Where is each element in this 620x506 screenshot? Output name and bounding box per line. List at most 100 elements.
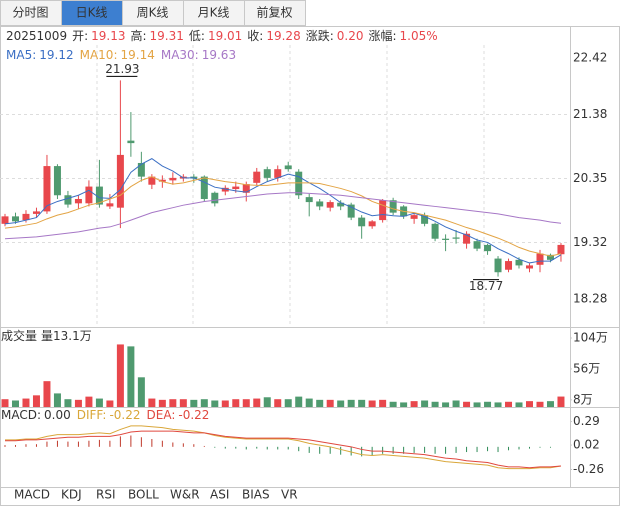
candle-body bbox=[515, 259, 523, 266]
volume-bar bbox=[64, 399, 72, 407]
candle-body bbox=[274, 169, 282, 178]
tab-bg bbox=[244, 0, 306, 26]
volume-bar bbox=[494, 402, 502, 407]
volume-bar bbox=[379, 399, 387, 407]
candle-body bbox=[137, 162, 145, 177]
volume-title: 成交量 量13.1万 bbox=[1, 328, 92, 343]
candle-body bbox=[284, 165, 292, 170]
tab[interactable]: 日K线 bbox=[61, 0, 123, 26]
candle-body bbox=[116, 154, 124, 208]
candle-body bbox=[557, 244, 565, 255]
text-part: 19.28 bbox=[266, 29, 300, 43]
candle-body bbox=[263, 169, 271, 178]
indicator-tab[interactable]: RSI bbox=[96, 488, 116, 502]
tab[interactable]: 分时图 bbox=[0, 0, 62, 26]
volume-bar bbox=[106, 400, 114, 407]
volume-bar bbox=[158, 399, 166, 407]
volume-bar bbox=[389, 401, 397, 407]
candle-body bbox=[494, 258, 502, 273]
candle-body bbox=[211, 192, 219, 204]
volume-bar bbox=[127, 346, 135, 407]
volume-bar bbox=[368, 400, 376, 407]
volume-bar bbox=[11, 400, 19, 407]
candle-body bbox=[85, 186, 93, 204]
volume-bar bbox=[452, 400, 460, 407]
candle-body bbox=[74, 198, 82, 204]
y-tick-label: 0.29 bbox=[573, 414, 600, 428]
y-tick-label: 22.42 bbox=[573, 51, 607, 65]
text-part: 19.12 bbox=[39, 48, 73, 62]
indicator-tab[interactable]: KDJ bbox=[61, 488, 82, 502]
candle-body bbox=[32, 211, 40, 214]
candle-body bbox=[53, 166, 61, 196]
volume-bar bbox=[169, 399, 177, 407]
candle-body bbox=[526, 265, 533, 269]
candle-body bbox=[536, 253, 544, 265]
tab-label: 前复权 bbox=[256, 5, 292, 20]
volume-bar bbox=[526, 401, 533, 407]
y-tick-label: 18.28 bbox=[573, 292, 607, 306]
volume-bar bbox=[137, 377, 145, 407]
tab[interactable]: 前复权 bbox=[244, 0, 306, 26]
volume-bar bbox=[463, 401, 471, 407]
indicator-tab[interactable]: W&R bbox=[170, 488, 200, 502]
volume-bar bbox=[22, 398, 30, 407]
candle-body bbox=[431, 223, 439, 239]
candle-body bbox=[337, 202, 345, 207]
text-part: 20251009 bbox=[6, 29, 67, 43]
ma-line bbox=[4, 158, 562, 264]
volume-bar bbox=[190, 399, 198, 407]
text-part: 成交量 bbox=[1, 328, 37, 343]
candle-body bbox=[473, 241, 481, 249]
indicator-tab[interactable]: ASI bbox=[210, 488, 229, 502]
y-tick-label: 104万 bbox=[573, 331, 608, 345]
candle-body bbox=[368, 221, 376, 227]
volume-bar bbox=[484, 401, 492, 407]
candle-body bbox=[253, 171, 261, 183]
volume-bar bbox=[253, 398, 261, 407]
tab[interactable]: 周K线 bbox=[122, 0, 184, 26]
candle-body bbox=[463, 233, 471, 244]
tab-label: 日K线 bbox=[76, 6, 108, 20]
volume-bar bbox=[546, 401, 554, 407]
text-part: 涨幅: bbox=[368, 28, 396, 43]
candle-body bbox=[389, 200, 397, 213]
indicator-tab[interactable]: MACD bbox=[14, 488, 50, 502]
volume-bar bbox=[515, 402, 523, 407]
volume-bar bbox=[116, 344, 124, 407]
macd-line bbox=[5, 425, 562, 470]
volume-bar bbox=[284, 399, 292, 407]
candle-body bbox=[221, 187, 229, 192]
text-part: 19.01 bbox=[208, 29, 242, 43]
info-line: 20251009 开: 19.13 高: 19.31 低: 19.01 收: 19.28 涨跌: 0… bbox=[6, 28, 438, 43]
candle-body bbox=[410, 215, 418, 219]
text-part: -0.22 bbox=[178, 408, 209, 422]
volume-bar bbox=[148, 398, 156, 407]
volume-bar bbox=[263, 397, 271, 407]
text-part: 19.31 bbox=[150, 29, 184, 43]
candle-body bbox=[1, 216, 9, 224]
indicator-tab[interactable]: VR bbox=[281, 488, 298, 502]
low-label: 18.77 bbox=[469, 279, 503, 293]
indicator-tab[interactable]: BOLL bbox=[128, 488, 159, 502]
text-part: 19.13 bbox=[91, 29, 125, 43]
tab[interactable]: 月K线 bbox=[183, 0, 245, 26]
text-part: DIFF: bbox=[77, 408, 107, 422]
volume-bar bbox=[347, 399, 355, 407]
indicator-tab[interactable]: BIAS bbox=[242, 488, 270, 502]
tab-label: 分时图 bbox=[12, 6, 48, 20]
ma-line bbox=[4, 176, 562, 257]
volume-bar bbox=[43, 381, 51, 407]
y-tick-label: 8万 bbox=[573, 392, 593, 406]
tab-bg bbox=[0, 0, 62, 26]
candle-body bbox=[11, 216, 19, 222]
volume-bar bbox=[179, 399, 187, 407]
volume-bar bbox=[410, 401, 418, 407]
volume-bar bbox=[358, 399, 366, 407]
high-label: 21.93 bbox=[105, 62, 139, 76]
text-part: 涨跌: bbox=[306, 28, 334, 43]
volume-bar bbox=[505, 401, 513, 407]
candle-body bbox=[148, 176, 156, 185]
volume-bar bbox=[200, 399, 208, 407]
